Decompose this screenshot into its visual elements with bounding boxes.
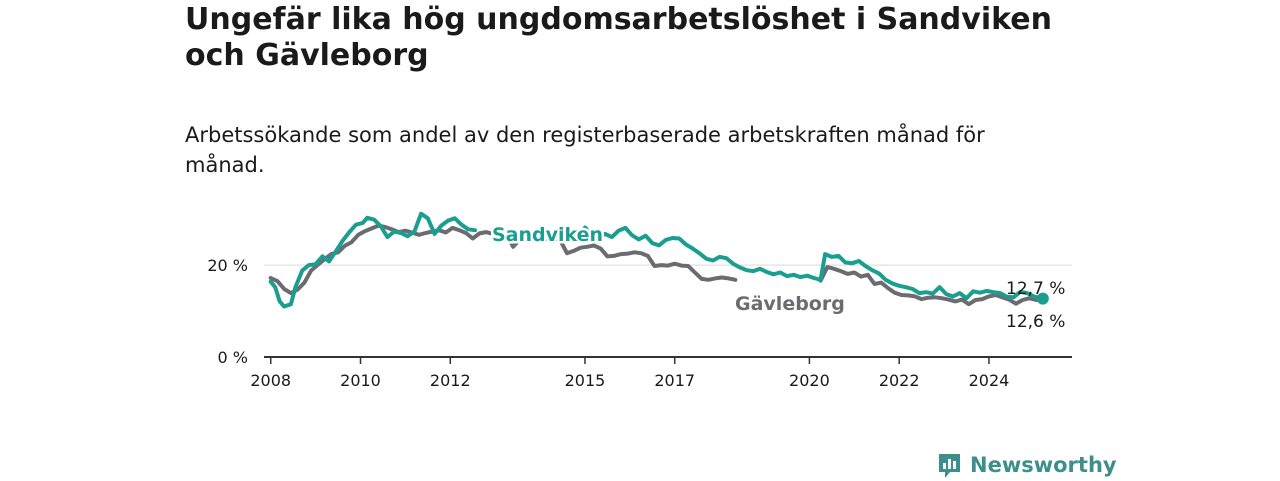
end-label-gavleborg: 12,6 % xyxy=(1006,312,1065,332)
chart-subtitle: Arbetssökande som andel av den registerb… xyxy=(185,123,985,177)
label-layer: Sandviken Gävleborg 12,7 % 12,6 % xyxy=(490,222,1066,333)
end-label-sandviken: 12,7 % xyxy=(1006,279,1065,299)
y-tick-label: 0 % xyxy=(218,348,248,367)
chart-title: Ungefär lika hög ungdomsarbetslöshet i S… xyxy=(185,2,1052,73)
series-line-sandviken xyxy=(268,211,477,309)
bar-chart-icon xyxy=(939,453,960,478)
x-tick-label: 2022 xyxy=(879,371,920,390)
x-tick-label: 2010 xyxy=(340,371,381,390)
x-tick-label: 2008 xyxy=(250,371,291,390)
line-chart: 0 %20 %2008 2010 2012 2015 2017 2020 2022 2024 … xyxy=(207,211,1072,390)
brand-logo: Newsworthy xyxy=(937,449,1117,481)
series-line-sandviken-late xyxy=(583,225,1045,301)
x-tick-label: 2024 xyxy=(969,371,1010,390)
series-label-sandviken: Sandviken xyxy=(492,224,603,246)
series-line-gavleborg xyxy=(268,223,738,296)
y-tick-label: 20 % xyxy=(207,256,248,275)
series-layer xyxy=(268,211,1049,309)
end-point-sandviken xyxy=(1036,292,1049,305)
axis-layer: 0 % 20 % 2008 2010 2012 2015 2017 2020 2022 2024 xyxy=(207,256,1072,390)
series-label-gavleborg: Gävleborg xyxy=(735,293,845,315)
x-tick-label: 2015 xyxy=(565,371,606,390)
brand-name: Newsworthy xyxy=(970,453,1117,477)
x-tick-label: 2012 xyxy=(430,371,471,390)
x-tick-label: 2020 xyxy=(789,371,830,390)
x-tick-label: 2017 xyxy=(654,371,695,390)
